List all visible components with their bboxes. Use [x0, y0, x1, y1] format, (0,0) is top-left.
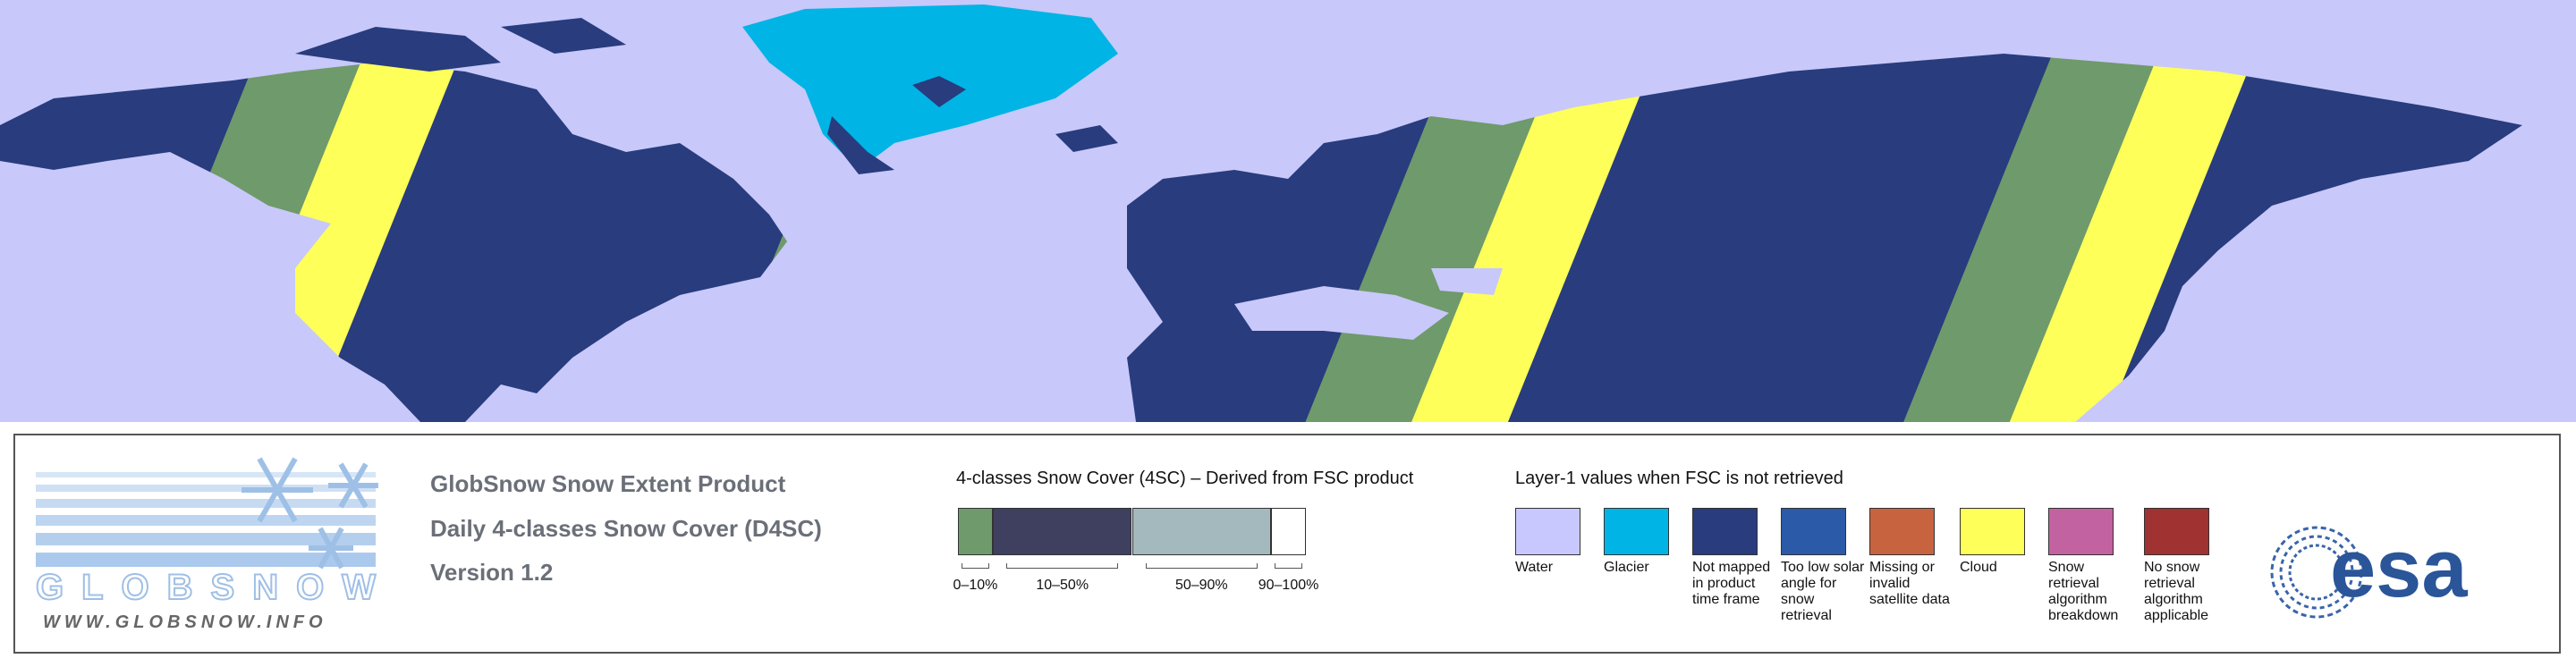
logo-url: WWW.GLOBSNOW.INFO [43, 612, 327, 632]
product-title: GlobSnow Snow Extent Product [430, 470, 786, 497]
snow-cover-label: 50–90% [1174, 578, 1228, 593]
layer1-swatch [1515, 508, 1580, 555]
agency-name: esa [2330, 523, 2468, 614]
bracket [1006, 563, 1118, 569]
eurasia [1127, 54, 2522, 422]
layer1-swatch [1781, 508, 1846, 555]
layer1-label: Missing or invalid satellite data [1869, 560, 1950, 607]
iceland [1055, 125, 1118, 152]
north-america [0, 63, 787, 422]
layer1-label: Not mapped in product time frame [1692, 560, 1771, 607]
bracket [1274, 563, 1303, 569]
snow-cover-title: 4-classes Snow Cover (4SC) – Derived fro… [956, 469, 1414, 488]
mediterranean [1234, 268, 1503, 340]
greenland-dark [827, 76, 966, 174]
layer1-swatch [2144, 508, 2209, 555]
snow-cover-swatch [1131, 508, 1272, 555]
layer1-swatch [2048, 508, 2114, 555]
esa-logo: esa [2270, 523, 2468, 619]
snow-map [0, 0, 2576, 422]
layer1-label: Water [1515, 560, 1554, 575]
layer1-swatch [1604, 508, 1669, 555]
globsnow-logo: GLOBSNOW WWW.GLOBSNOW.INFO [36, 457, 378, 632]
product-version: Version 1.2 [430, 559, 554, 586]
layer1-label: Snow retrieval algorithm breakdown [2048, 560, 2119, 623]
layer1-label: No snow retrieval algorithm applicable [2144, 560, 2209, 623]
snow-cover-label: 90–100% [1258, 578, 1319, 593]
arctic-islands [295, 18, 626, 72]
product-subtitle: Daily 4-classes Snow Cover (D4SC) [430, 515, 822, 542]
layer1-title: Layer-1 values when FSC is not retrieved [1515, 469, 1843, 488]
layer1-swatch [1960, 508, 2025, 555]
snow-cover-swatch [992, 508, 1132, 555]
snow-cover-label: 0–10% [953, 578, 998, 593]
layer1-label: Too low solar angle for snow retrieval [1781, 560, 1865, 623]
snow-cover-label: 10–50% [1036, 578, 1089, 593]
legend-panel [13, 434, 2561, 654]
snow-cover-swatch [1271, 508, 1306, 555]
snow-cover-swatch [958, 508, 993, 555]
layer1-swatch [1692, 508, 1758, 555]
layer1-label: Glacier [1604, 560, 1649, 575]
layer1-swatch [1869, 508, 1935, 555]
layer1-label: Cloud [1960, 560, 1997, 575]
bracket [1146, 563, 1258, 569]
bracket [961, 563, 989, 569]
logo-name: GLOBSNOW [36, 568, 376, 607]
